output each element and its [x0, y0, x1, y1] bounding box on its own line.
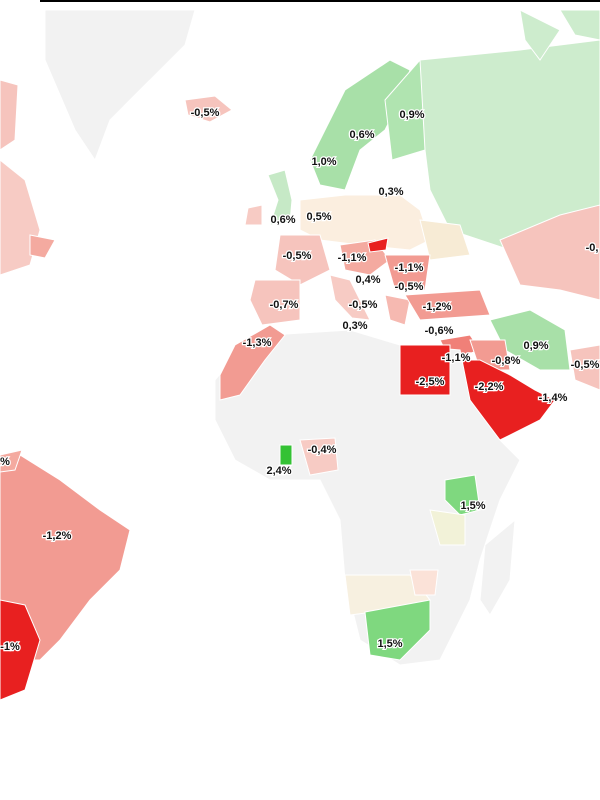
- region: [214, 329, 521, 666]
- value-label: 0,5%: [306, 211, 331, 223]
- value-label: -1,2%: [43, 530, 72, 542]
- region: [29, 234, 56, 259]
- value-label: 0,9%: [399, 109, 424, 121]
- region: [499, 204, 600, 301]
- region: [329, 274, 371, 321]
- value-label: -2,2%: [475, 381, 504, 393]
- region: [399, 344, 451, 396]
- value-label: -0,7%: [270, 299, 299, 311]
- value-label: -0,5%: [395, 281, 424, 293]
- value-label: -0,5%: [571, 359, 600, 371]
- region: [444, 474, 481, 516]
- value-label: 1,5%: [460, 500, 485, 512]
- value-label: %: [0, 456, 10, 468]
- value-label: -2,5%: [416, 376, 445, 388]
- value-label: -1,1%: [338, 252, 367, 264]
- value-label: 0,3%: [378, 186, 403, 198]
- value-label: 1,5%: [377, 638, 402, 650]
- region: [479, 518, 516, 616]
- region: [219, 324, 286, 401]
- region: [0, 599, 41, 701]
- value-label: -0,5%: [283, 250, 312, 262]
- region: [419, 219, 471, 261]
- value-label: -0,8%: [492, 355, 521, 367]
- value-label: -1,2%: [423, 301, 452, 313]
- region: [279, 444, 293, 466]
- region: [404, 289, 491, 321]
- region: [384, 254, 431, 291]
- region: [364, 599, 431, 661]
- value-label: 0,4%: [355, 274, 380, 286]
- region: [0, 79, 19, 151]
- value-label: 0,6%: [349, 129, 374, 141]
- region: [429, 509, 466, 546]
- value-label: -1,3%: [243, 337, 272, 349]
- value-label: -0,5%: [349, 299, 378, 311]
- labels: -0,5% 0,9% 0,6% 1,0% 0,3% 0,6% 0,5% -0,5…: [0, 106, 600, 655]
- region: [274, 234, 331, 286]
- value-label: -0,: [586, 242, 599, 254]
- region: [384, 294, 411, 326]
- region: [44, 9, 196, 162]
- region: [309, 59, 411, 191]
- value-label: -1%: [0, 641, 20, 653]
- value-label: -1,4%: [539, 392, 568, 404]
- value-label: 1,0%: [311, 156, 336, 168]
- value-label: 2,4%: [266, 465, 291, 477]
- region: [267, 169, 293, 226]
- region: [409, 569, 439, 596]
- region: [519, 9, 561, 61]
- region: [367, 237, 389, 253]
- region: [184, 95, 233, 123]
- value-label: -0,4%: [308, 444, 337, 456]
- region: [559, 9, 600, 41]
- value-label: -1,1%: [442, 352, 471, 364]
- value-label: -0,6%: [425, 325, 454, 337]
- value-label: -0,5%: [191, 107, 220, 119]
- value-label: 0,3%: [342, 320, 367, 332]
- region: [244, 204, 263, 226]
- region: [299, 437, 339, 476]
- value-label: -1,1%: [395, 262, 424, 274]
- region: [0, 449, 23, 473]
- region: [249, 279, 301, 326]
- value-label: 0,9%: [523, 340, 548, 352]
- value-label: 0,6%: [270, 214, 295, 226]
- region: [569, 344, 600, 391]
- land: [0, 9, 600, 701]
